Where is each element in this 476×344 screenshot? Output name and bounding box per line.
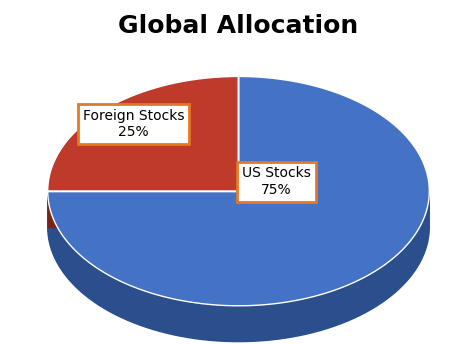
Text: Foreign Stocks
25%: Foreign Stocks 25%: [83, 109, 184, 139]
Ellipse shape: [48, 112, 428, 342]
Polygon shape: [48, 191, 428, 342]
Text: US Stocks
75%: US Stocks 75%: [242, 166, 310, 197]
Polygon shape: [48, 191, 238, 227]
Text: Global Allocation: Global Allocation: [118, 14, 358, 38]
Polygon shape: [48, 191, 238, 227]
Polygon shape: [48, 76, 428, 306]
Polygon shape: [48, 76, 238, 191]
